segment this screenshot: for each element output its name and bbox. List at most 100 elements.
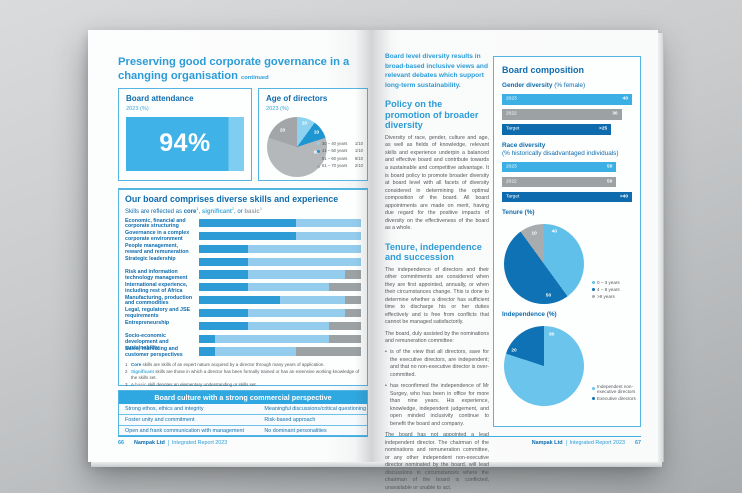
bullet-item: • is of the view that all directors, sav… (385, 349, 489, 379)
left-footer: 66 Nampak Ltd Integrated Report 2023 (118, 436, 368, 446)
legend-item: Executive directors (592, 396, 636, 401)
skill-row: Sales, marketing and customer perspectiv… (125, 346, 361, 360)
pie-slice-label: 20 (511, 348, 517, 354)
pie-slice-label: 10 (531, 231, 537, 237)
page-title-continued: continued (240, 74, 269, 81)
diversity-bar-2023: 2023 50 (502, 161, 617, 172)
bullet-text: has reconfirmed the independence of Mr S… (390, 383, 489, 427)
bar-value: >40 (619, 194, 628, 200)
skill-segment-basic (328, 283, 361, 292)
legend-label: 61 – 70 years (322, 163, 348, 169)
skill-segment-core (199, 296, 280, 305)
skill-label: Strategic leadership (125, 256, 176, 263)
page-title: Preserving good corporate governance in … (118, 56, 353, 83)
page-stack-edge (658, 33, 664, 462)
report-spread: Preserving good corporate governance in … (88, 30, 664, 491)
subtitle-superscript: 1 (196, 206, 199, 211)
skill-segment-core (199, 308, 248, 318)
board-attendance-panel: Board attendance 2023 (%) 94% (118, 88, 252, 181)
footnote-number: 1 (125, 361, 128, 367)
legend-item: 4 – 8 years (592, 287, 636, 292)
skill-segment-significant (247, 244, 361, 253)
skill-stacked-bar (199, 347, 361, 356)
gender-diversity-label-rest: (% female) (552, 82, 586, 89)
skill-segment-core (199, 231, 297, 241)
skill-segment-significant (280, 296, 345, 305)
skill-stacked-bar (199, 219, 361, 228)
skill-segment-significant (296, 219, 361, 228)
legend-dot-icon (592, 295, 595, 299)
skill-segment-core (199, 244, 248, 253)
legend-label: 30 – 40 years (322, 140, 348, 146)
legend-dot-icon (592, 287, 595, 291)
skills-rows: Economic, financial and corporate struct… (125, 218, 361, 360)
skills-footnotes: 1 Core skills are skills of an expert nat… (125, 362, 361, 389)
skill-stacked-bar (199, 296, 361, 305)
pie-slice-label: 20 (279, 128, 286, 134)
pie-slice-label: 80 (549, 332, 555, 338)
independence-legend: Independent non-executive directors Execu… (592, 384, 636, 403)
subtitle-part: , or (234, 208, 245, 215)
skill-label: Risk and information technology manageme… (125, 268, 188, 281)
legend-item: 51 – 60 years 6/10 (317, 156, 363, 162)
tenure-legend: 0 – 3 years 4 – 8 years >8 years (592, 280, 636, 301)
diversity-bar-2022: 2022 50 (502, 176, 617, 187)
skills-panel: Our board comprises diverse skills and e… (118, 188, 368, 389)
skill-row: Strategic leadership (125, 256, 361, 270)
article-paragraph: The board, duly assisted by the nominati… (385, 330, 489, 345)
age-of-directors-panel: Age of directors 2023 (%) 10 10 60 20 30 – … (258, 88, 368, 181)
skill-segment-basic (328, 334, 361, 343)
skill-row: Manufacturing, production and commoditie… (125, 295, 361, 309)
legend-dot-icon (592, 280, 595, 284)
legend-label: Executive directors (597, 395, 636, 401)
gender-diversity-label-bold: Gender diversity (502, 82, 553, 89)
intro-quote: Board level diversity results in broad-b… (385, 53, 488, 89)
age-title: Age of directors (266, 94, 328, 103)
subtitle-part: core (183, 208, 197, 215)
bar-year-label: 2023 (506, 164, 517, 170)
footnote-text: A basic skill denotes an elementary unde… (131, 382, 257, 388)
skill-stacked-bar (199, 308, 361, 318)
page-title-text: Preserving good corporate governance in … (118, 56, 350, 82)
board-composition-title: Board composition (502, 65, 585, 75)
skill-label: Entrepreneurship (125, 320, 170, 327)
subtitle-part: , (198, 208, 202, 215)
legend-value: 6/10 (354, 155, 363, 161)
legend-item: 30 – 40 years 1/10 (317, 141, 363, 147)
legend-dot-icon (317, 149, 320, 153)
culture-cell: No dominant personalities (264, 428, 327, 435)
independence-pie-chart: 80 20 (504, 326, 584, 406)
tenure-chart-block: 40 50 10 0 – 3 years 4 – 8 years >8 years (502, 224, 632, 304)
subtitle-superscript: 2 (231, 206, 234, 211)
skill-segment-significant (215, 347, 297, 356)
independence-chart-block: 80 20 Independent non-executive directors… (502, 326, 636, 406)
right-footer: Nampak Ltd Integrated Report 2023 67 (385, 436, 641, 446)
attendance-value: 94% (159, 129, 211, 158)
diversity-bar-2022: 2022 30 (502, 109, 622, 120)
bar-value: >25 (599, 126, 608, 132)
legend-label: Independent non-executive directors (597, 383, 636, 394)
skill-row: Governance in a complex corporate enviro… (125, 230, 361, 244)
pie-slice-label: 10 (301, 121, 308, 127)
bullet-item: • has reconfirmed the independence of Mr… (385, 383, 489, 428)
skill-row: Socio-economic development and sustainab… (125, 333, 361, 351)
footnote-text: Core skills are skills of an expert natu… (131, 361, 325, 367)
skill-label: International experience, including rest… (125, 281, 188, 294)
pie-slice-label: 10 (313, 130, 320, 136)
legend-label: >8 years (597, 293, 615, 299)
footnote-text: Significant skills are those in which a … (131, 368, 360, 381)
skill-stacked-bar (199, 257, 361, 266)
culture-cell: Strong ethos, ethics and integrity (125, 405, 204, 412)
skill-segment-significant (296, 231, 361, 241)
legend-dot-icon (592, 397, 595, 401)
skill-label: People management, reward and remunerati… (125, 243, 189, 256)
subtitle-part: significant (201, 208, 232, 215)
bar-year-label: 2023 (506, 96, 517, 102)
footnote: 1 Core skills are skills of an expert nat… (125, 362, 361, 369)
diversity-bar-target: Target >40 (502, 191, 632, 202)
skill-segment-basic (328, 321, 361, 330)
skill-segment-core (199, 334, 216, 343)
age-period: 2023 (%) (266, 105, 289, 112)
